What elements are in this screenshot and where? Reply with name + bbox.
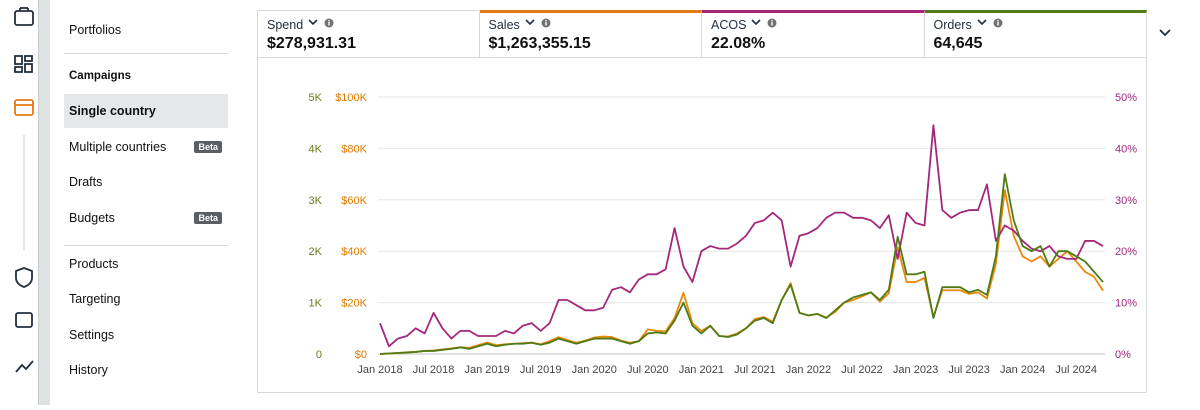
nav-item[interactable]: Budgets Beta [64,201,228,235]
metric-value: $278,931.31 [267,35,356,52]
nav-label: Budgets [69,210,115,225]
metric-icons[interactable] [524,17,554,29]
x-tick-label: Jul 2023 [948,364,990,376]
chart: $0 $20K $40K $60K $80K $100K 0 1K 2K 3K 4K 5K 0% 10% 2… [309,92,1138,376]
metric-card[interactable]: Sales $1,263,355.15 [479,10,702,58]
x-tick-label: Jul 2019 [520,364,562,376]
metric-title: ACOS [711,17,780,32]
nav-link[interactable]: Products [69,257,119,271]
rail-icons [14,7,34,373]
metric-title: Orders [934,17,1006,32]
metric-name: Spend [267,18,304,32]
y2-tick-label: 20% [1115,246,1137,258]
x-tick-label: Jul 2022 [841,364,883,376]
x-tick-label: Jan 2023 [893,364,938,376]
icon-media[interactable] [15,312,33,328]
metric-value: 64,645 [933,35,983,52]
y2-tick-label: 10% [1115,298,1137,310]
beta-badge: Beta [194,140,222,153]
metric-icons[interactable] [750,17,780,29]
y3-tick-label: 3K [309,195,323,207]
y-tick-label: $0 [355,349,367,361]
metric-name: Sales [488,18,520,32]
y-tick-label: $20K [341,298,367,310]
metric-value: 22.08% [711,35,766,52]
x-tick-label: Jan 2021 [679,364,724,376]
x-tick-label: Jan 2019 [464,364,509,376]
series-line [379,189,1104,355]
nav-heading: Campaigns [69,70,131,82]
metric-name: ACOS [711,18,747,32]
nav-link[interactable]: Portfolios [69,23,122,37]
y2-tick-label: 50% [1115,92,1137,104]
nav-link[interactable]: Targeting [69,292,121,306]
scrollbar [38,0,50,405]
y-tick-label: $40K [341,246,367,258]
x-tick-label: Jan 2018 [357,364,402,376]
metric-card[interactable]: Spend $278,931.31 [257,10,480,58]
x-tick-label: Jan 2022 [786,364,831,376]
icon-trend[interactable] [15,360,34,373]
metric-icons[interactable] [307,17,337,29]
series-line [379,173,1104,355]
y2-tick-label: 30% [1115,195,1137,207]
nav-item[interactable]: Multiple countries Beta [64,130,228,164]
y3-tick-label: 2K [309,246,323,258]
x-tick-label: Jul 2020 [627,364,669,376]
metric-name: Orders [933,18,972,32]
y2-tick-label: 40% [1115,143,1137,155]
nav-label: Multiple countries [69,139,167,154]
metric-icons[interactable] [976,17,1006,29]
icon-briefcase[interactable] [14,10,34,26]
y3-tick-label: 4K [309,143,323,155]
nav-link[interactable]: History [69,363,108,377]
metric-card[interactable]: Orders 64,645 [924,10,1147,58]
icon-dashboard[interactable] [14,55,23,65]
separator [64,245,228,246]
x-tick-label: Jul 2024 [1055,364,1097,376]
icon-rail [0,0,38,405]
series-line [379,124,1104,348]
nav-label: Single country [69,104,156,118]
y3-tick-label: 1K [309,298,323,310]
nav-link[interactable]: Settings [69,328,115,342]
y2-tick-label: 0% [1115,349,1131,361]
icon-campaigns[interactable] [14,99,34,116]
nav-item[interactable]: Single country [64,94,228,128]
metric-title: Sales [489,17,554,32]
y-tick-label: $60K [341,195,367,207]
metric-title: Spend [267,17,337,32]
separator [64,53,228,54]
metric-value: $1,263,355.15 [488,35,591,52]
sidebar: Portfolios Campaigns Single country Multi… [50,0,240,405]
nav-item[interactable]: Drafts [64,165,228,199]
nav-label: Drafts [69,175,103,189]
metric-card[interactable]: ACOS 22.08% [702,10,925,58]
x-tick-label: Jul 2021 [734,364,776,376]
y-tick-label: $100K [335,92,367,104]
expand-chevron[interactable] [1156,24,1174,42]
y-tick-label: $80K [341,143,367,155]
icon-shield[interactable] [15,267,33,288]
x-tick-label: Jan 2024 [1000,364,1045,376]
x-tick-label: Jan 2020 [572,364,617,376]
y3-tick-label: 5K [309,92,323,104]
y3-tick-label: 0 [316,349,322,361]
beta-badge: Beta [194,211,222,224]
x-tick-label: Jul 2018 [413,364,455,376]
